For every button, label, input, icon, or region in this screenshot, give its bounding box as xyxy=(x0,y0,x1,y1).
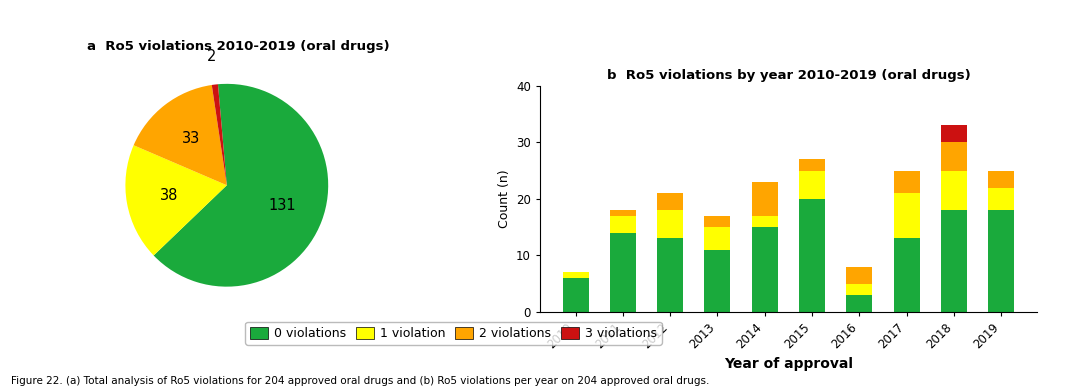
Bar xyxy=(847,295,873,312)
Text: 38: 38 xyxy=(160,188,178,203)
Bar xyxy=(610,216,636,233)
Bar xyxy=(847,267,873,284)
Wedge shape xyxy=(134,85,227,185)
Bar xyxy=(563,272,589,278)
Bar xyxy=(893,239,920,312)
Legend: 0 violations, 1 violation, 2 violations, 3 violations: 0 violations, 1 violation, 2 violations,… xyxy=(245,321,662,345)
Text: 131: 131 xyxy=(268,199,296,213)
Text: 33: 33 xyxy=(181,131,200,146)
X-axis label: Year of approval: Year of approval xyxy=(724,357,853,371)
Bar xyxy=(657,239,684,312)
Bar xyxy=(847,284,873,295)
Bar xyxy=(941,142,967,171)
Bar xyxy=(657,193,684,210)
Text: a  Ro5 violations 2010-2019 (oral drugs): a Ro5 violations 2010-2019 (oral drugs) xyxy=(87,40,390,53)
Bar xyxy=(563,278,589,312)
Bar xyxy=(941,170,967,210)
Bar xyxy=(752,227,778,312)
Bar xyxy=(941,210,967,312)
Wedge shape xyxy=(212,84,227,185)
Wedge shape xyxy=(125,145,227,255)
Text: Figure 22. (a) Total analysis of Ro5 violations for 204 approved oral drugs and : Figure 22. (a) Total analysis of Ro5 vio… xyxy=(11,376,710,386)
Bar xyxy=(799,170,825,199)
Bar xyxy=(799,159,825,171)
Y-axis label: Count (n): Count (n) xyxy=(498,170,511,228)
Bar xyxy=(704,250,730,312)
Bar xyxy=(752,182,778,216)
Bar xyxy=(893,193,920,239)
Bar xyxy=(988,170,1014,188)
Bar xyxy=(988,210,1014,312)
Bar xyxy=(752,216,778,227)
Bar xyxy=(988,188,1014,210)
Wedge shape xyxy=(153,84,328,287)
Bar xyxy=(704,216,730,227)
Bar xyxy=(893,171,920,193)
Bar xyxy=(610,233,636,312)
Text: 2: 2 xyxy=(207,49,216,64)
Title: b  Ro5 violations by year 2010-2019 (oral drugs): b Ro5 violations by year 2010-2019 (oral… xyxy=(607,69,970,82)
Bar xyxy=(657,210,684,239)
Bar xyxy=(941,126,967,142)
Bar xyxy=(704,227,730,250)
Bar xyxy=(799,199,825,312)
Bar xyxy=(610,210,636,216)
